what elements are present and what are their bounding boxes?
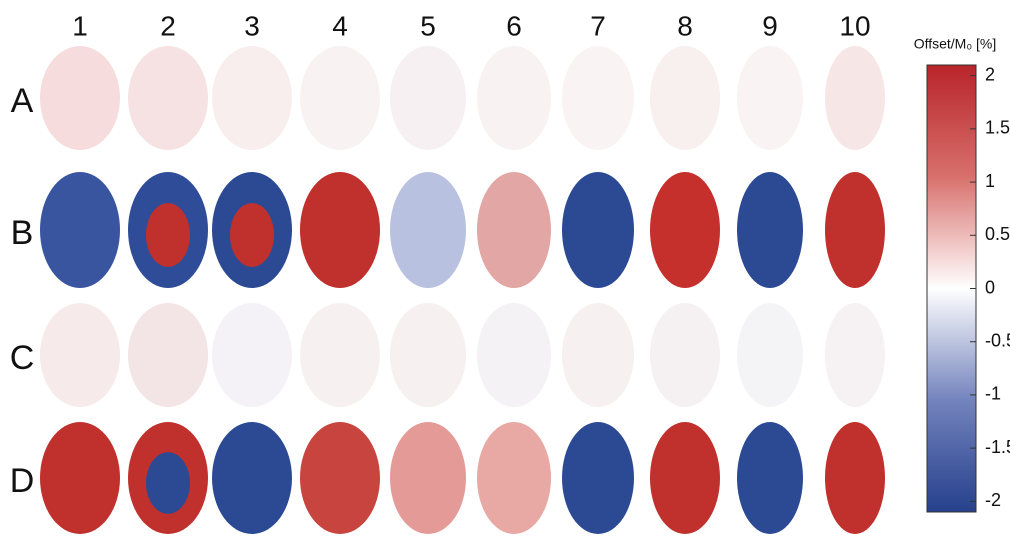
map-panel — [650, 172, 720, 288]
map-panel — [128, 303, 208, 407]
map-panel — [390, 422, 466, 534]
map-panel — [212, 46, 292, 150]
map-panel — [650, 422, 720, 534]
column-label: 1 — [72, 10, 88, 41]
colorbar-tick-label: 1.5 — [985, 118, 1010, 138]
map-panel — [825, 422, 885, 534]
map-panel — [212, 422, 292, 534]
map-panel — [212, 303, 292, 407]
figure: Offset/M₀ [%] 1 2 3 4 5 6 7 8 9 10 A B C D 2 1.5 1 0.5 0 -0… — [0, 0, 1010, 536]
map-panel — [300, 46, 380, 150]
map-region — [146, 452, 190, 514]
column-label: 9 — [762, 10, 778, 41]
colorbar-tick-label: 1 — [985, 171, 995, 191]
colorbar — [927, 65, 976, 512]
map-region — [146, 203, 190, 267]
map-panel — [40, 172, 120, 288]
map-panel — [825, 46, 885, 150]
map-panel — [737, 172, 803, 288]
map-panel — [300, 422, 380, 534]
map-panel — [390, 46, 466, 150]
map-panel — [128, 46, 208, 150]
map-panel — [40, 422, 120, 534]
map-panel — [477, 422, 551, 534]
map-panel — [300, 303, 380, 407]
row-label: B — [11, 214, 34, 252]
map-panel — [650, 46, 720, 150]
colorbar-tick-label: -2 — [985, 490, 1001, 510]
map-panel — [390, 303, 466, 407]
column-label: 2 — [160, 10, 176, 41]
colorbar-tick-label: -1 — [985, 384, 1001, 404]
column-label: 8 — [677, 10, 693, 41]
map-panel — [825, 303, 885, 407]
column-label: 10 — [839, 10, 870, 41]
map-panel — [40, 46, 120, 150]
colorbar-tick-label: 2 — [985, 64, 995, 84]
map-panel — [300, 172, 380, 288]
colorbar-label: Offset/M₀ [%] — [914, 36, 997, 52]
map-panel — [477, 46, 551, 150]
colorbar-tick-label: 0 — [985, 277, 995, 297]
column-label: 4 — [332, 10, 348, 41]
map-panel — [562, 172, 634, 288]
column-label: 6 — [506, 10, 522, 41]
row-label: C — [10, 339, 35, 377]
column-label: 5 — [420, 10, 436, 41]
map-panel — [477, 303, 551, 407]
map-panel — [562, 46, 634, 150]
map-panel — [390, 172, 466, 288]
map-panel — [737, 303, 803, 407]
map-panel — [737, 422, 803, 534]
map-panel — [825, 172, 885, 288]
map-region — [230, 203, 274, 267]
map-panel — [40, 303, 120, 407]
row-label: D — [10, 462, 35, 500]
column-label: 3 — [244, 10, 260, 41]
map-grid — [40, 46, 885, 534]
map-panel — [650, 303, 720, 407]
colorbar-tick-label: -1.5 — [985, 437, 1010, 457]
colorbar-tick-label: 0.5 — [985, 224, 1010, 244]
colorbar-tick-label: -0.5 — [985, 330, 1010, 350]
map-panel — [562, 303, 634, 407]
map-panel — [477, 172, 551, 288]
map-panel — [562, 422, 634, 534]
map-panel — [737, 46, 803, 150]
column-label: 7 — [590, 10, 606, 41]
row-label: A — [11, 82, 34, 120]
